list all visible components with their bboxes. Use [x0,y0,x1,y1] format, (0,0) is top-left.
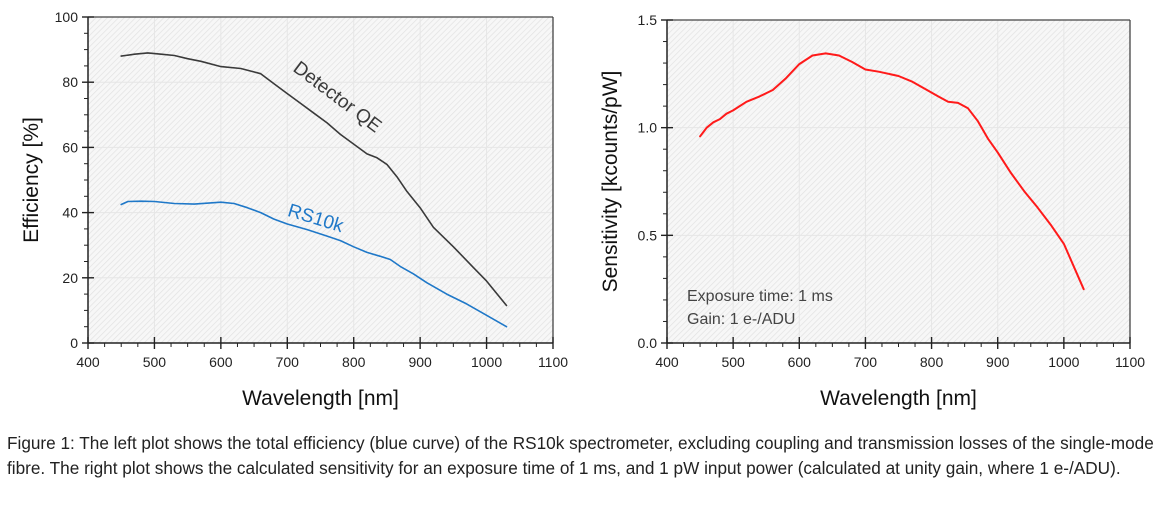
y-tick-label: 1.5 [638,12,658,28]
y-tick-label: 60 [62,139,78,155]
x-tick-label: 600 [788,354,812,370]
x-tick-label: 800 [342,354,366,370]
y-tick-label: 0 [70,335,78,351]
x-tick-label: 1000 [1048,354,1079,370]
y-tick-label: 1.0 [638,120,658,136]
x-tick-label: 1000 [471,354,502,370]
x-tick-label: 500 [143,354,167,370]
y-tick-label: 0.0 [638,335,658,351]
x-tick-label: 1100 [538,354,568,370]
plot-background [88,17,553,343]
x-tick-label: 600 [209,354,233,370]
series-line-detector-qe [120,52,508,307]
figure-caption: Figure 1: The left plot shows the total … [7,433,1154,478]
exposure-time-label: Exposure time: 1 ms [687,288,833,305]
y-tick-label: 80 [62,74,78,90]
x-tick-label: 900 [408,354,432,370]
y-axis-title: Sensitivity [kcounts/pW] [599,71,622,293]
series-line-sensitivity [699,52,1085,291]
y-tick-label: 20 [62,270,78,286]
figure-charts: 400 500 600 700 800 900 1000 1100 0 20 40 60 80 100 Wa… [20,9,1145,410]
x-axis-title: Wavelength [nm] [242,387,399,410]
x-tick-label: 800 [920,354,944,370]
x-tick-label: 700 [854,354,878,370]
y-tick-label: 0.5 [638,227,658,243]
x-tick-label: 900 [986,354,1010,370]
series-line-rs10k [120,200,508,328]
x-tick-label: 500 [721,354,745,370]
plot-background [667,20,1130,343]
efficiency-chart: 400 500 600 700 800 900 1000 1100 0 20 40 60 80 100 Wa… [20,9,568,410]
sensitivity-chart: 400 500 600 700 800 900 1000 1100 0.0 0.5 1.0 1.5 Wa… [599,12,1145,410]
gain-label: Gain: 1 e-/ADU [687,311,795,328]
x-tick-label: 400 [76,354,100,370]
y-axis-title: Efficiency [%] [20,117,43,243]
x-tick-label: 700 [276,354,300,370]
x-tick-label: 1100 [1115,354,1145,370]
y-tick-label: 100 [55,9,79,25]
x-axis-title: Wavelength [nm] [820,387,977,410]
x-tick-label: 400 [655,354,679,370]
y-tick-label: 40 [62,205,78,221]
